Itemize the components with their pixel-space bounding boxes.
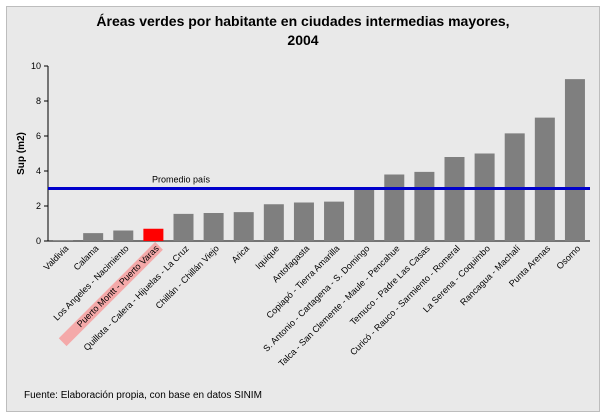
category-label-group: Osorno	[554, 243, 582, 271]
bar	[293, 202, 314, 241]
bar	[414, 171, 435, 241]
bar	[384, 174, 405, 241]
chart-title: Áreas verdes por habitante en ciudades i…	[0, 12, 606, 50]
bar	[263, 204, 284, 241]
category-label-group: Calama	[72, 243, 101, 272]
y-tick-label: 0	[36, 236, 41, 246]
category-label: Arica	[230, 243, 252, 265]
category-label: S. Antonio - Cartagena - S. Domingo	[261, 243, 371, 353]
y-axis-label: Sup (m2)	[16, 132, 27, 175]
category-label: Calama	[72, 243, 101, 272]
bar	[203, 213, 224, 241]
y-tick-label: 10	[31, 61, 41, 71]
category-label-group: Valdivia	[42, 243, 71, 272]
bar	[444, 157, 465, 241]
category-label-group: Arica	[230, 243, 252, 265]
bar	[233, 212, 254, 241]
category-label-group: S. Antonio - Cartagena - S. Domingo	[261, 243, 371, 353]
bar	[564, 79, 585, 241]
category-label: Osorno	[554, 243, 582, 271]
bar	[143, 228, 164, 241]
highlight-label-background	[58, 241, 163, 347]
source-note: Fuente: Elaboración propia, con base en …	[24, 390, 262, 401]
y-tick-label: 4	[36, 166, 41, 176]
bar	[173, 213, 194, 241]
y-tick-label: 2	[36, 201, 41, 211]
category-label-group: Curicó - Rauco - Sarmiento - Romeral	[348, 243, 462, 357]
bar	[354, 189, 375, 241]
y-tick-label: 8	[36, 96, 41, 106]
y-tick-label: 6	[36, 131, 41, 141]
category-label: Valdivia	[42, 243, 71, 272]
bar	[474, 153, 495, 241]
average-line-label: Promedio país	[152, 175, 211, 185]
category-label: Curicó - Rauco - Sarmiento - Romeral	[348, 243, 462, 357]
chart-title-line1: Áreas verdes por habitante en ciudades i…	[96, 13, 510, 29]
category-label-group: Iquique	[253, 243, 281, 271]
bar	[534, 117, 555, 241]
bar	[324, 201, 345, 241]
bar	[53, 240, 74, 241]
bar	[83, 233, 104, 241]
chart-title-line2: 2004	[287, 32, 319, 48]
bar	[113, 230, 134, 241]
category-label: Iquique	[253, 243, 281, 271]
